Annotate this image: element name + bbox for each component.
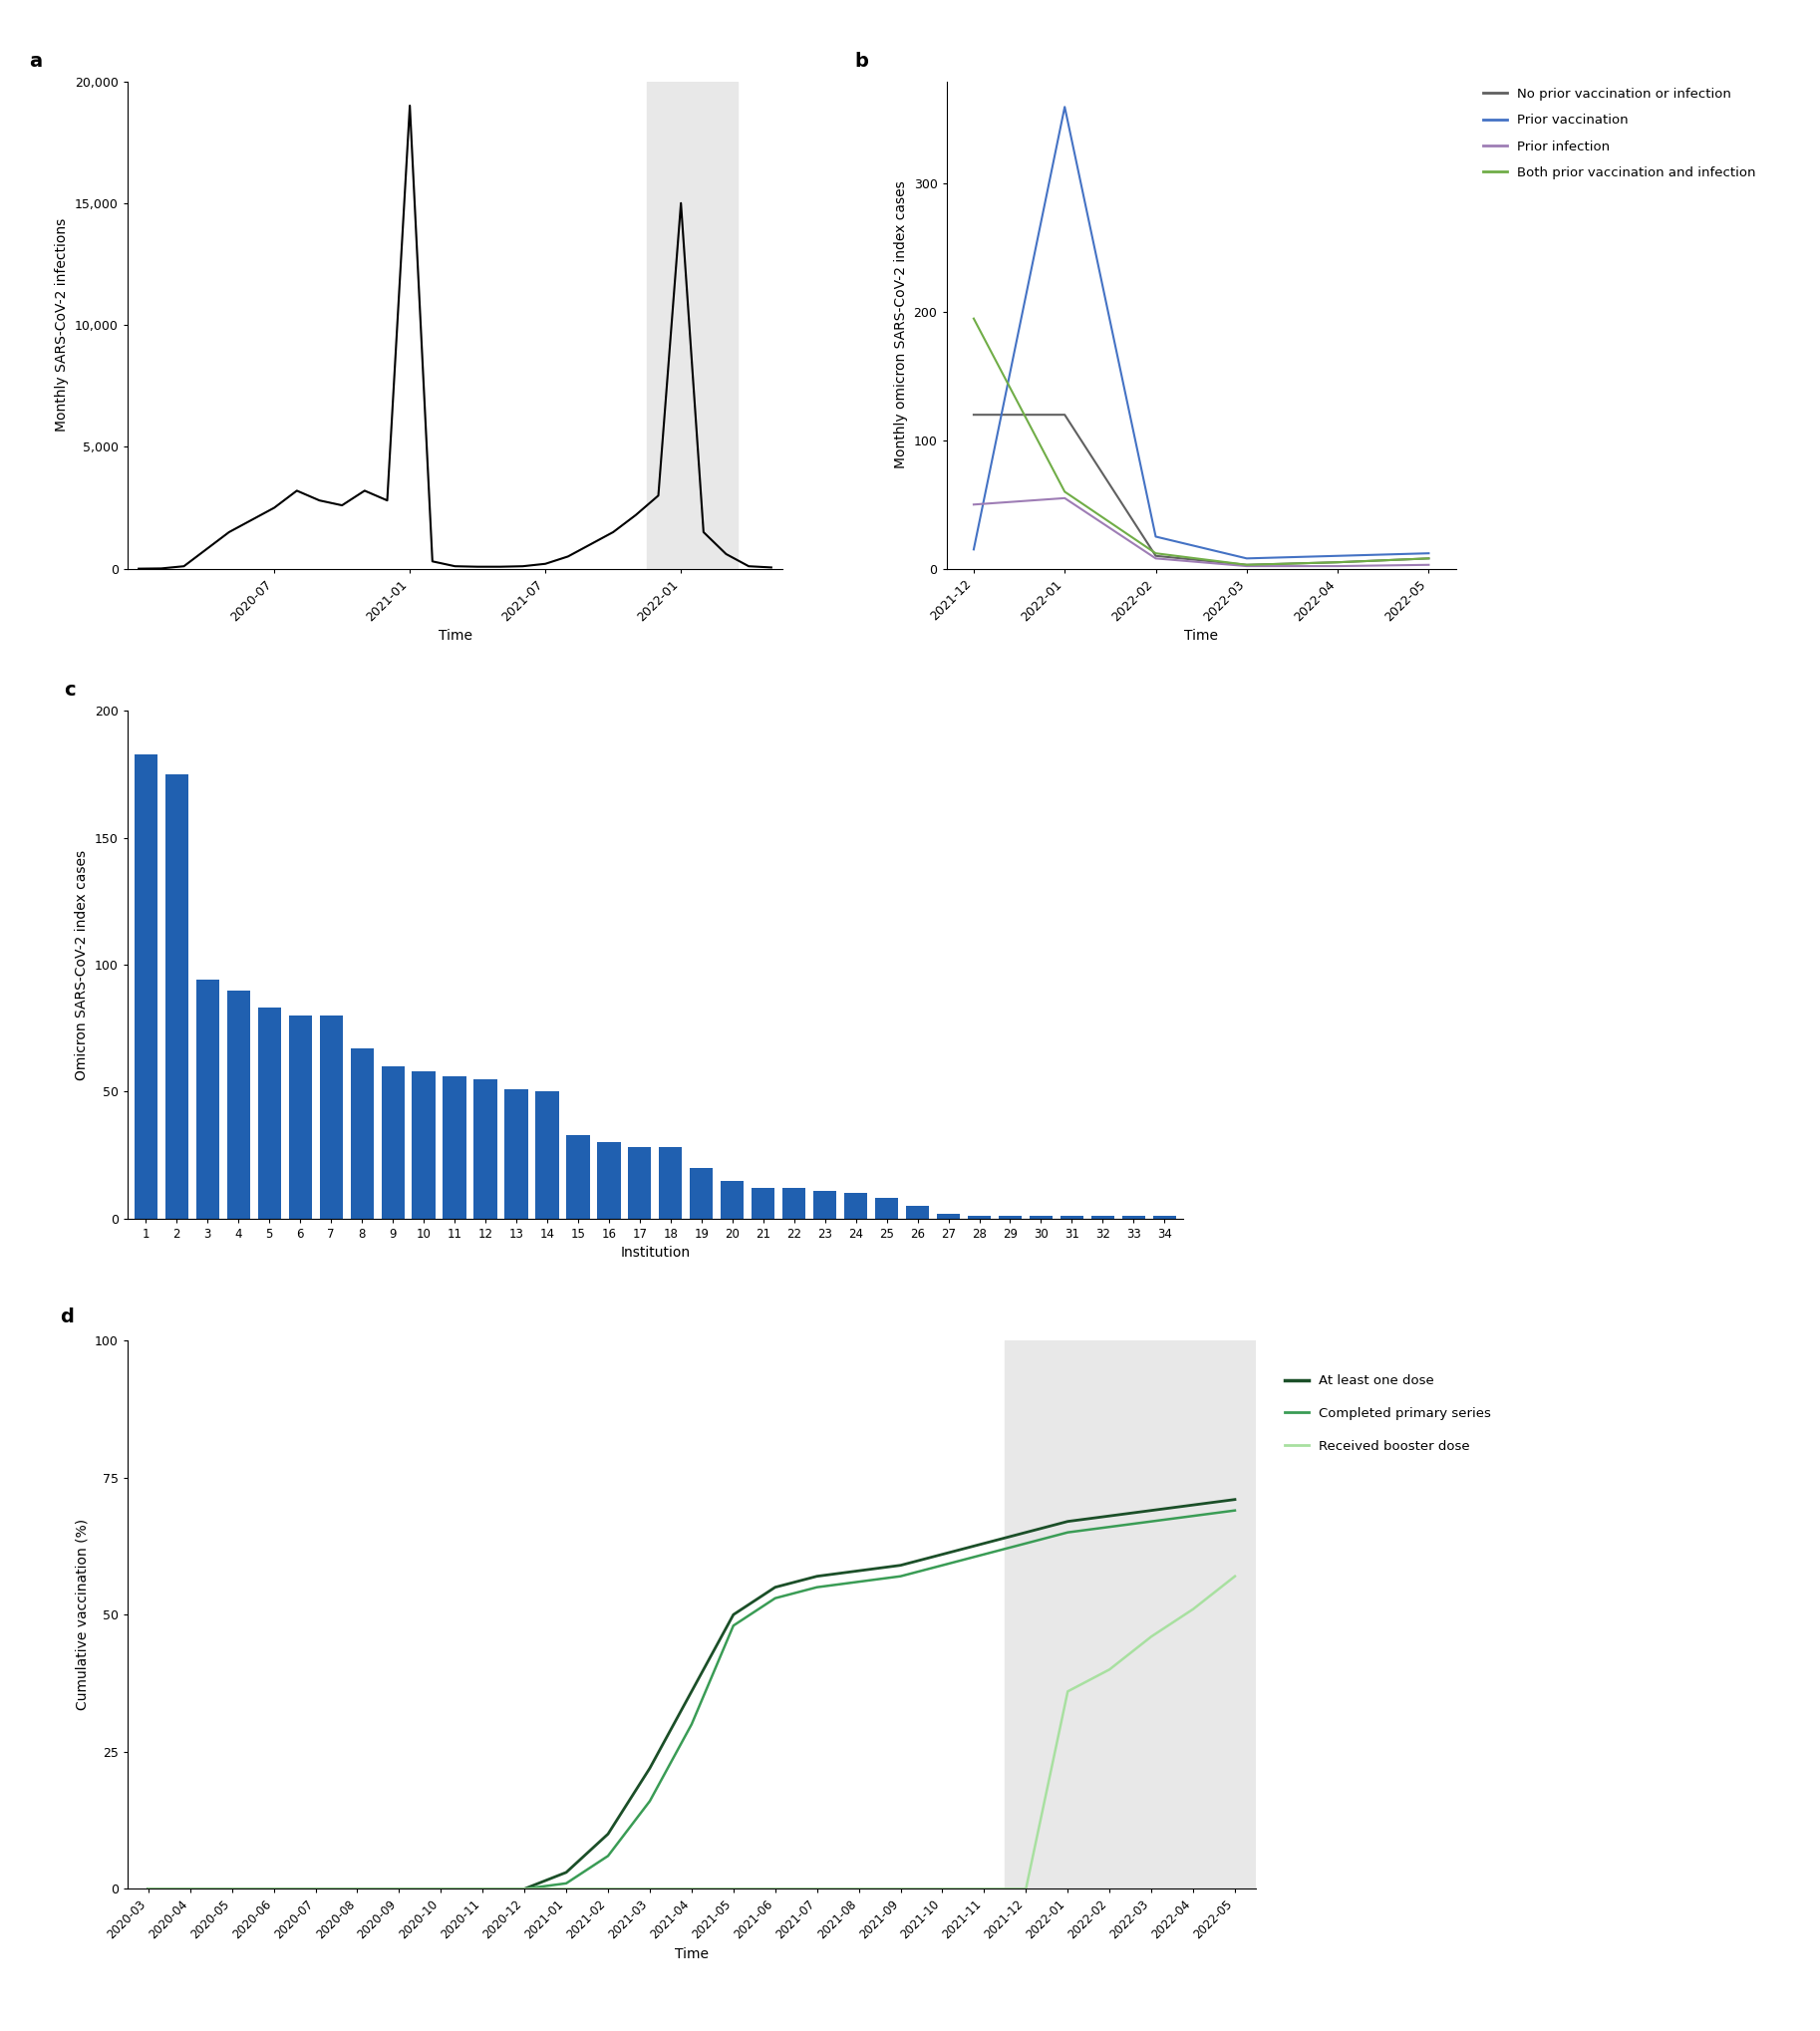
Bar [135,754,158,1219]
Bar [351,1048,373,1219]
Bar [228,991,249,1219]
Bar [597,1141,621,1219]
Bar [721,1180,744,1219]
X-axis label: Time: Time [1185,630,1218,644]
Bar [504,1089,528,1219]
Bar [999,1217,1021,1219]
Bar [320,1016,342,1219]
Bar [906,1206,930,1219]
Bar [1005,1340,1256,1889]
Bar [535,1093,559,1219]
Bar [968,1217,990,1219]
Text: a: a [29,53,42,71]
Bar [648,81,737,569]
Bar [752,1188,775,1219]
Bar [166,774,187,1219]
Bar [1061,1217,1083,1219]
Bar [197,981,218,1219]
X-axis label: Time: Time [439,630,471,644]
Text: d: d [60,1308,73,1326]
X-axis label: Time: Time [675,1948,708,1962]
Bar [875,1198,899,1219]
Bar [628,1148,652,1219]
Bar [411,1072,435,1219]
Bar [659,1148,682,1219]
Bar [473,1078,497,1219]
Legend: At least one dose, Completed primary series, Received booster dose: At least one dose, Completed primary ser… [1285,1375,1491,1452]
Bar [566,1135,590,1219]
Y-axis label: Omicron SARS-CoV-2 index cases: Omicron SARS-CoV-2 index cases [75,849,89,1080]
Bar [1030,1217,1052,1219]
Bar [690,1168,713,1219]
Y-axis label: Monthly SARS-CoV-2 infections: Monthly SARS-CoV-2 infections [55,217,69,433]
Bar [1123,1217,1145,1219]
Bar [289,1016,311,1219]
Bar [844,1194,868,1219]
Bar [937,1213,959,1219]
Bar [1152,1217,1176,1219]
Y-axis label: Monthly omicron SARS-CoV-2 index cases: Monthly omicron SARS-CoV-2 index cases [894,181,908,469]
Y-axis label: Cumulative vaccination (%): Cumulative vaccination (%) [75,1519,89,1710]
Bar [442,1076,466,1219]
Bar [1092,1217,1114,1219]
Legend: No prior vaccination or infection, Prior vaccination, Prior infection, Both prio: No prior vaccination or infection, Prior… [1483,87,1756,179]
Bar [814,1190,837,1219]
Bar [258,1007,280,1219]
Bar [380,1066,404,1219]
Text: c: c [64,680,76,699]
X-axis label: Institution: Institution [621,1247,690,1259]
Text: b: b [855,53,868,71]
Bar [783,1188,806,1219]
